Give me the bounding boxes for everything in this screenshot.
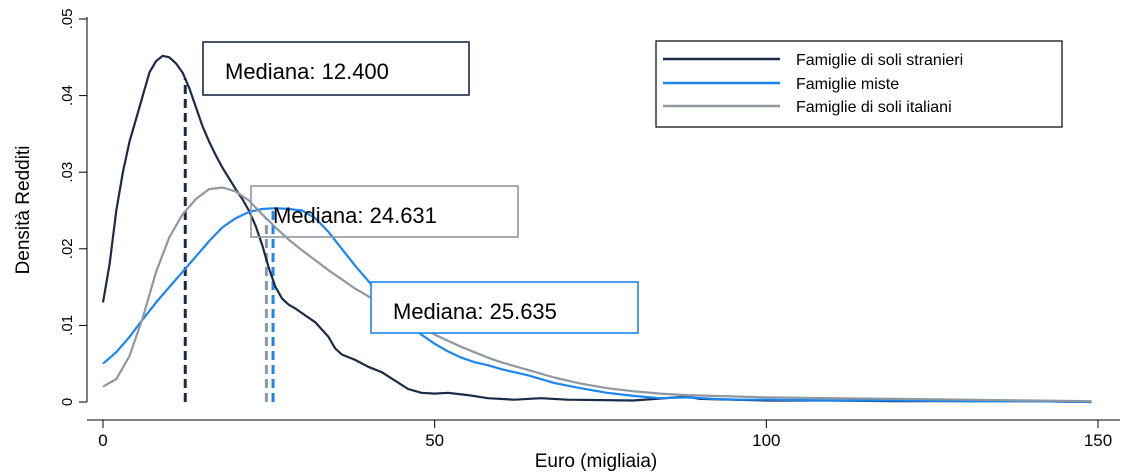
median-annotations: Mediana: 12.400 Mediana: 24.631 Mediana: 2… (202, 41, 639, 334)
y-tick-label-1: .01 (59, 315, 76, 336)
y-tick-label-2: .02 (59, 238, 76, 259)
x-ticks: 0 50 100 150 (98, 420, 1112, 450)
annotation-box-2 (370, 281, 639, 334)
series-line-0 (101, 54, 1092, 404)
annotation-box-0 (202, 41, 470, 96)
annotation-box-1 (250, 185, 519, 238)
x-tick-label-0: 0 (98, 431, 107, 450)
y-axis-label: Densità Redditi (13, 146, 34, 275)
x-tick-label-2: 100 (752, 431, 780, 450)
legend-label-2: Famiglie di soli italiani (796, 99, 952, 116)
legend-label-0: Famiglie di soli stranieri (796, 52, 963, 69)
annotation-text-1: Mediana: 24.631 (273, 203, 437, 228)
annotation-text-0: Mediana: 12.400 (225, 59, 389, 84)
y-tick-label-4: .04 (59, 85, 76, 106)
y-tick-label-3: .03 (59, 162, 76, 183)
median-lines (183, 78, 275, 402)
x-axis-label: Euro (migliaia) (535, 451, 657, 472)
y-tick-label-0: 0 (59, 398, 76, 406)
x-tick-label-1: 50 (425, 431, 444, 450)
y-tick-label-5: .05 (59, 9, 76, 30)
annotation-text-2: Mediana: 25.635 (393, 299, 557, 324)
y-ticks: 0 .01 .02 .03 .04 .05 (59, 9, 87, 406)
legend: Famiglie di soli stranieri Famiglie miste… (655, 40, 1063, 128)
axes (86, 17, 1120, 421)
legend-label-1: Famiglie miste (796, 76, 899, 93)
x-tick-label-3: 150 (1084, 431, 1112, 450)
